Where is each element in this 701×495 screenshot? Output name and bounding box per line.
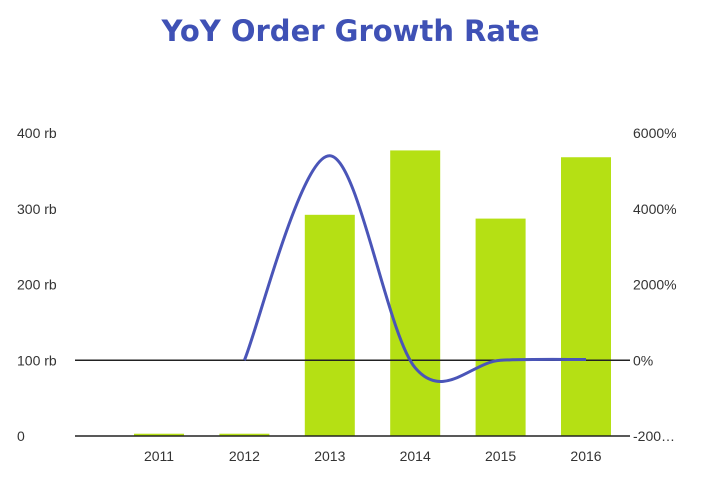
left-tick-labels: 0 100 rb 200 rb 300 rb 400 rb — [17, 125, 57, 444]
right-tick-label: 0% — [633, 352, 653, 368]
bar-2013 — [304, 214, 355, 436]
bar-2014 — [390, 150, 441, 437]
x-tick-label: 2013 — [314, 448, 345, 464]
right-tick-label: 4000% — [633, 201, 677, 217]
bar-2015 — [475, 218, 526, 436]
x-tick-label: 2014 — [400, 448, 431, 464]
x-tick-label: 2016 — [570, 448, 601, 464]
growth-rate-line — [243, 154, 587, 383]
x-tick-labels: 2011 2012 2013 2014 2015 2016 — [144, 448, 602, 464]
left-tick-label: 0 — [17, 428, 25, 444]
x-tick-label: 2015 — [485, 448, 516, 464]
left-tick-label: 100 rb — [17, 352, 57, 368]
right-tick-labels: -200… 0% 2000% 4000% 6000% — [633, 125, 677, 444]
left-tick-label: 200 rb — [17, 277, 57, 293]
bar-group — [134, 150, 611, 437]
bar-2012 — [219, 433, 270, 436]
bar-2011 — [134, 433, 184, 436]
right-tick-label: 6000% — [633, 125, 677, 141]
left-tick-label: 400 rb — [17, 125, 57, 141]
right-tick-label: -200… — [633, 428, 675, 444]
left-tick-label: 300 rb — [17, 201, 57, 217]
chart-title: YoY Order Growth Rate — [161, 14, 540, 48]
x-tick-label: 2011 — [144, 448, 174, 464]
x-tick-label: 2012 — [229, 448, 260, 464]
right-tick-label: 2000% — [633, 277, 677, 293]
bar-2016 — [561, 157, 611, 437]
